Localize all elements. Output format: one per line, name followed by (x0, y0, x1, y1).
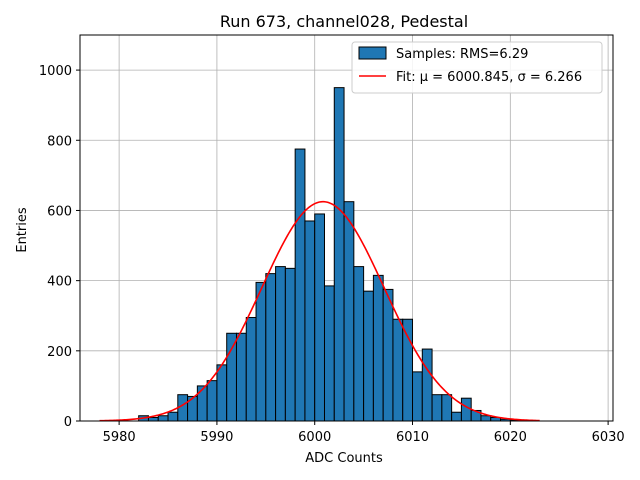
histogram-bar (275, 266, 286, 422)
histogram-bar (255, 281, 267, 422)
chart-title: Run 673, channel028, Pedestal (220, 12, 468, 31)
histogram-bar (206, 380, 218, 422)
legend-box (351, 41, 603, 94)
histogram-bar (167, 411, 179, 422)
y-axis: 0 200 400 600 800 1000 (39, 64, 80, 430)
histogram-bar (314, 213, 325, 422)
legend-histogram-label: Samples: RMS=6.29 (396, 47, 528, 62)
x-tick-label: 6010 (396, 430, 429, 445)
x-tick-label: 6030 (592, 430, 625, 445)
histogram-bars (138, 87, 521, 422)
histogram-bar (284, 267, 296, 422)
histogram-bar (226, 332, 237, 422)
fit-curve (99, 200, 540, 422)
histogram-bar (363, 290, 374, 422)
y-tick-label: 400 (47, 275, 72, 290)
x-axis-title: ADC Counts (305, 451, 383, 466)
legend: Samples: RMS=6.29 Fit: μ = 6000.845, σ =… (351, 41, 603, 94)
histogram-bar (431, 394, 443, 422)
histogram-bar (343, 201, 355, 422)
histogram-bar (157, 415, 169, 422)
plot-frame (79, 34, 614, 422)
y-tick-label: 800 (47, 134, 72, 149)
histogram-bar (245, 316, 257, 422)
histogram-bar (480, 415, 492, 422)
histogram-bar (265, 273, 277, 422)
histogram-bar (421, 348, 433, 422)
histogram-bar (304, 220, 316, 422)
histogram-bar (441, 394, 453, 422)
histogram-bar (323, 285, 335, 422)
histogram-bar (235, 332, 247, 422)
histogram-bar (451, 411, 462, 422)
y-tick-label: 1000 (39, 64, 72, 79)
x-tick-label: 5990 (200, 430, 233, 445)
histogram-bar (412, 371, 423, 422)
y-axis-title: Entries (15, 207, 30, 253)
y-tick-label: 0 (64, 415, 72, 430)
histogram-bar (196, 385, 208, 422)
x-tick-label: 6000 (298, 430, 331, 445)
histogram-bar (147, 416, 159, 422)
x-tick-label: 6020 (494, 430, 527, 445)
x-axis: 5980 5990 6000 6010 6020 6030 (103, 421, 625, 445)
histogram-bar (294, 148, 306, 422)
histogram-bar (372, 274, 384, 422)
histogram-bar (216, 364, 228, 422)
legend-fit-label: Fit: μ = 6000.845, σ = 6.266 (396, 70, 582, 85)
histogram-bar (402, 318, 414, 422)
y-tick-label: 600 (47, 204, 72, 219)
histogram-bar (353, 266, 365, 422)
y-tick-label: 200 (47, 345, 72, 360)
x-tick-label: 5980 (103, 430, 136, 445)
histogram-bar (333, 87, 345, 422)
legend-histogram-swatch (358, 46, 387, 60)
histogram-bar (460, 397, 472, 422)
histogram-bar (392, 318, 404, 422)
histogram-bar (382, 288, 394, 422)
